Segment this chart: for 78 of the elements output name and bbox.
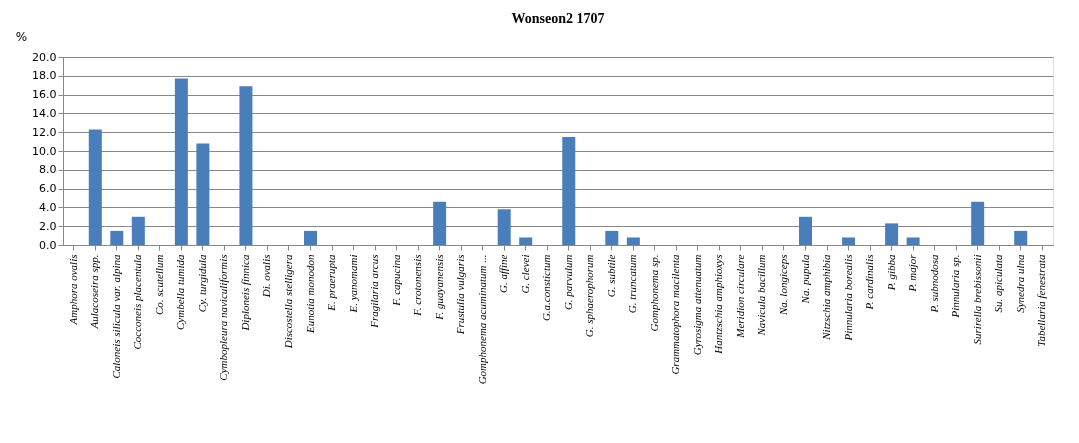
x-tick-label: Gomphonema acuminatum ... [475, 254, 488, 385]
y-tick-label: 8.0 [39, 163, 57, 177]
x-tick-label: Meridion circulare [733, 254, 746, 339]
bar [562, 136, 576, 245]
x-tick-label: G. affine [497, 254, 510, 293]
y-tick-label: 16.0 [32, 88, 57, 102]
x-tick-label: G. clevei [518, 254, 531, 294]
x-tick-label: Diploneis finnica [238, 254, 251, 332]
x-tick-label: Amphora ovalis [66, 254, 79, 326]
x-tick-label: E. yanomami [346, 254, 359, 314]
x-tick-label: Na. longiceps [776, 254, 789, 316]
x-tick-label: Cymbella tumida [174, 254, 187, 330]
bar [971, 201, 985, 245]
x-tick-label: Na. pupula [798, 254, 811, 305]
y-tick-label: 10.0 [32, 144, 57, 158]
bar [1014, 230, 1028, 245]
y-tick-label: 6.0 [39, 182, 57, 196]
x-tick-label: Grammatophora macilenta [669, 254, 682, 375]
x-tick-label: G.a.constictum [540, 254, 553, 322]
x-tick-label: Gyrosigma attenuatum [690, 254, 703, 356]
x-tick-label: Di. ovalis [260, 254, 273, 299]
x-tick-label: Tabellaria fenestrata [1035, 254, 1048, 347]
bar [131, 216, 145, 245]
y-tick-label: 12.0 [32, 125, 57, 139]
x-tick-label: Cy. turgidula [195, 254, 208, 313]
x-tick-label: Gomphonema sp. [647, 254, 660, 332]
x-tick-label: Cymbopleura naviculiformis [217, 254, 230, 381]
x-tick-label: P. subnodosa [927, 254, 940, 314]
x-tick-label: Synedra ulna [1013, 254, 1026, 313]
x-tick-label: Pinnularia sp. [949, 254, 962, 319]
x-tick-label: Eunotia monodon [303, 254, 316, 335]
x-tick-label: Fragilaria arcus [368, 254, 381, 329]
x-tick-label: G. parvulum [561, 254, 574, 311]
bar [906, 237, 920, 245]
bar [88, 129, 102, 245]
x-tick-label: G. subtile [604, 254, 617, 298]
y-tick-label: 2.0 [39, 219, 57, 233]
x-tick-label: Aulacoseira spp. [88, 254, 101, 330]
x-tick-label: F. crotonensis [411, 254, 424, 317]
bar [519, 237, 533, 245]
x-tick-label: P. cardinalis [863, 254, 876, 311]
x-tick-label: F. capucina [389, 254, 402, 307]
y-tick-label: 18.0 [32, 69, 57, 83]
chart-title: Wonseon2 1707 [511, 11, 605, 26]
x-tick-label: G. sphaerophorum [583, 254, 596, 338]
x-tick-label: P. major [906, 253, 919, 293]
bar [885, 223, 899, 245]
bar [433, 201, 447, 245]
x-tick-label: Co. scutellum [152, 254, 165, 315]
y-tick-label: 14.0 [32, 106, 57, 120]
x-tick-label: Discostella stelligera [281, 254, 294, 350]
y-axis-title: % [15, 29, 28, 44]
x-tick-label: Nitzschia amphibia [820, 254, 833, 341]
bar [626, 237, 640, 245]
x-tick-label: P. gibba [884, 254, 897, 292]
x-tick-label: Pinnularia borealis [841, 254, 854, 342]
x-tick-label: G. truncatum [626, 254, 639, 314]
x-tick-label: Cocconeis placentula [131, 254, 144, 350]
bar [110, 230, 124, 245]
bar [239, 86, 253, 245]
x-tick-label: Frustulia vulgaris [454, 254, 467, 336]
x-tick-label: Caloneis silicula var. alpina [109, 254, 122, 379]
x-tick-label: Navicula bacillum [755, 254, 768, 337]
x-tick-label: Hantzschia amphioxys [712, 254, 725, 355]
y-tick-label: 4.0 [39, 200, 57, 214]
y-tick-label: 20.0 [32, 50, 57, 64]
x-tick-label: Surirella brebissonii [970, 254, 983, 345]
bar [799, 216, 812, 245]
bar [196, 143, 210, 245]
y-tick-label: 0.0 [39, 238, 57, 252]
x-tick-label: E. praerupta [325, 254, 338, 312]
bar [605, 230, 619, 245]
bar [497, 209, 511, 245]
x-tick-label: Su. apiculata [992, 254, 1005, 313]
x-tick-label: F. guayanensis [432, 254, 445, 321]
bar [842, 237, 856, 245]
bar [174, 78, 188, 245]
bar [304, 230, 317, 245]
